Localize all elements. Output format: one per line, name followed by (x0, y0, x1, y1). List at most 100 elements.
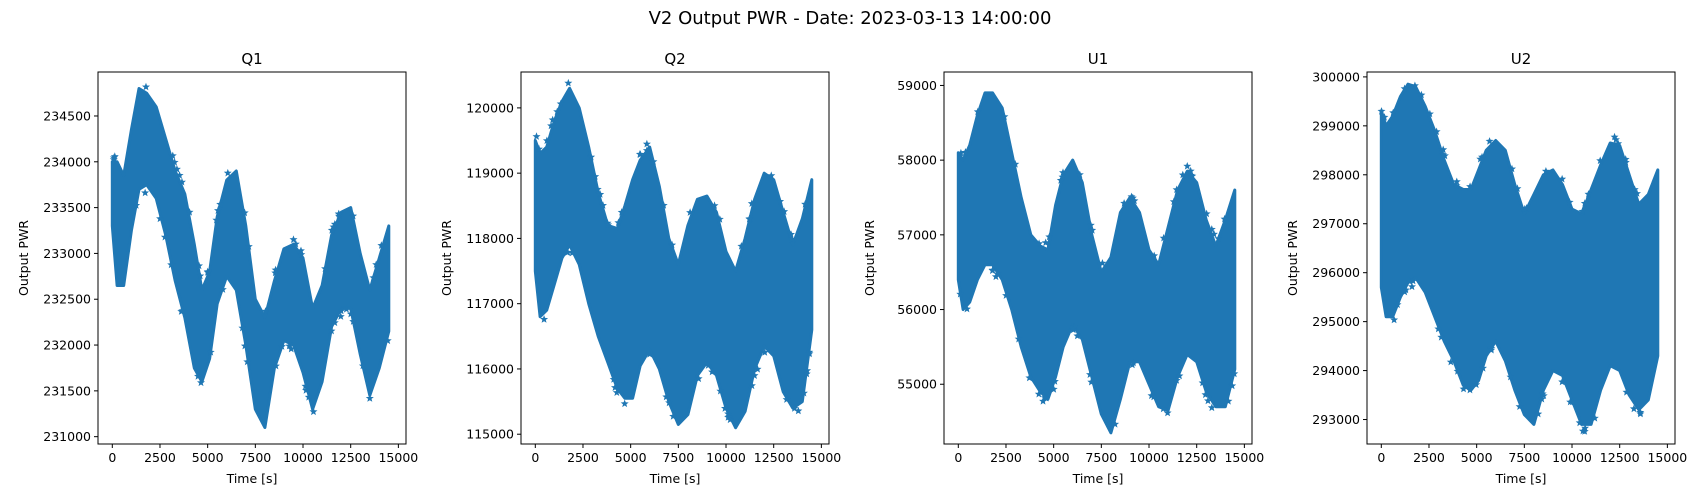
data-point (547, 121, 556, 130)
data-point (1210, 230, 1218, 238)
data-point (1159, 404, 1168, 413)
data-point (1380, 113, 1389, 121)
subplot-q1: 0 2500 5000 7500 10000 12500 15000 231000 231500… (16, 50, 418, 486)
data-point (1150, 251, 1159, 260)
data-point (1401, 285, 1410, 294)
data-point (802, 369, 811, 378)
data-point (1220, 214, 1229, 223)
data-point (1621, 155, 1630, 163)
data-point (383, 336, 392, 345)
x-tick-label: 15000 (1224, 450, 1264, 465)
data-point (1629, 404, 1638, 413)
data-point (993, 269, 1002, 278)
subplot-q2: 0 2500 5000 7500 10000 12500 15000 115000 116000… (439, 50, 841, 486)
data-point (238, 323, 247, 332)
data-point (1590, 414, 1599, 422)
x-tick-label: 5000 (1461, 450, 1493, 465)
data-point (609, 375, 618, 383)
data-point (173, 165, 181, 173)
data-point (564, 78, 573, 87)
data-point (1453, 367, 1462, 375)
data-point (799, 388, 808, 397)
data-point (178, 306, 187, 315)
y-tick-label: 231500 (43, 383, 91, 398)
data-point (716, 386, 725, 395)
y-tick-label: 234500 (43, 108, 91, 123)
data-point (1014, 334, 1023, 343)
data-point (1539, 391, 1548, 400)
y-axis-label: Output PWR (16, 220, 31, 296)
data-point (1633, 189, 1641, 197)
data-point (1069, 325, 1078, 334)
data-point (1437, 333, 1446, 341)
x-tick-label: 10000 (283, 450, 323, 465)
data-point (620, 399, 629, 408)
y-tick-label: 300000 (1312, 69, 1360, 84)
data-point (1059, 168, 1067, 176)
y-tick-label: 299000 (1312, 118, 1360, 133)
data-point (330, 220, 339, 228)
data-point (1070, 322, 1078, 331)
data-point (1417, 90, 1426, 99)
data-point (1466, 182, 1475, 190)
data-point (1025, 373, 1034, 382)
data-point (801, 200, 810, 208)
data-point (596, 190, 605, 198)
data-point (1034, 389, 1043, 398)
data-point (956, 148, 965, 157)
data-point (358, 361, 367, 370)
x-tick-label: 2500 (990, 450, 1022, 465)
x-axis-label: Time [s] (226, 471, 278, 486)
data-point (1534, 409, 1543, 418)
subplot-title: Q1 (241, 50, 262, 68)
data-point (1425, 109, 1434, 118)
data-point (1172, 185, 1181, 194)
data-point (724, 413, 733, 421)
data-point (285, 341, 294, 350)
data-point (715, 215, 724, 223)
data-point (1610, 132, 1619, 141)
data-point (668, 240, 677, 249)
data-point (195, 261, 203, 270)
data-point (309, 407, 318, 416)
data-point (704, 361, 713, 369)
data-point (956, 289, 965, 298)
data-point (1086, 221, 1095, 229)
data-point (1377, 107, 1386, 115)
x-tick-label: 12500 (331, 450, 371, 465)
y-tick-label: 232000 (43, 338, 91, 353)
data-point (1506, 372, 1515, 381)
data-point (1207, 403, 1216, 412)
data-point (737, 242, 746, 250)
y-tick-label: 118000 (466, 231, 514, 246)
data-point (1452, 177, 1461, 186)
x-tick-label: 15000 (1647, 450, 1687, 465)
data-point (1485, 137, 1494, 145)
data-point (1188, 171, 1197, 180)
x-tick-label: 10000 (1129, 450, 1169, 465)
data-point (170, 158, 179, 166)
data-point (1130, 196, 1139, 205)
data-point (289, 235, 298, 243)
data-point (805, 349, 814, 358)
data-point (1230, 369, 1239, 378)
data-point (1446, 357, 1455, 366)
data-point (991, 272, 1000, 281)
x-tick-label: 10000 (1552, 450, 1592, 465)
data-point (1228, 381, 1237, 390)
data-point (1400, 287, 1409, 296)
data-point (747, 381, 756, 390)
data-point (988, 266, 997, 274)
data-point (244, 242, 253, 250)
data-point (196, 271, 205, 280)
data-point (659, 201, 668, 209)
data-point (1508, 164, 1516, 173)
data-point (1202, 209, 1211, 218)
data-point (642, 139, 651, 148)
data-point (782, 395, 791, 403)
data-point (261, 307, 270, 315)
y-tick-label: 59000 (897, 78, 937, 93)
y-tick-label: 117000 (466, 296, 514, 311)
data-point (1541, 167, 1550, 175)
